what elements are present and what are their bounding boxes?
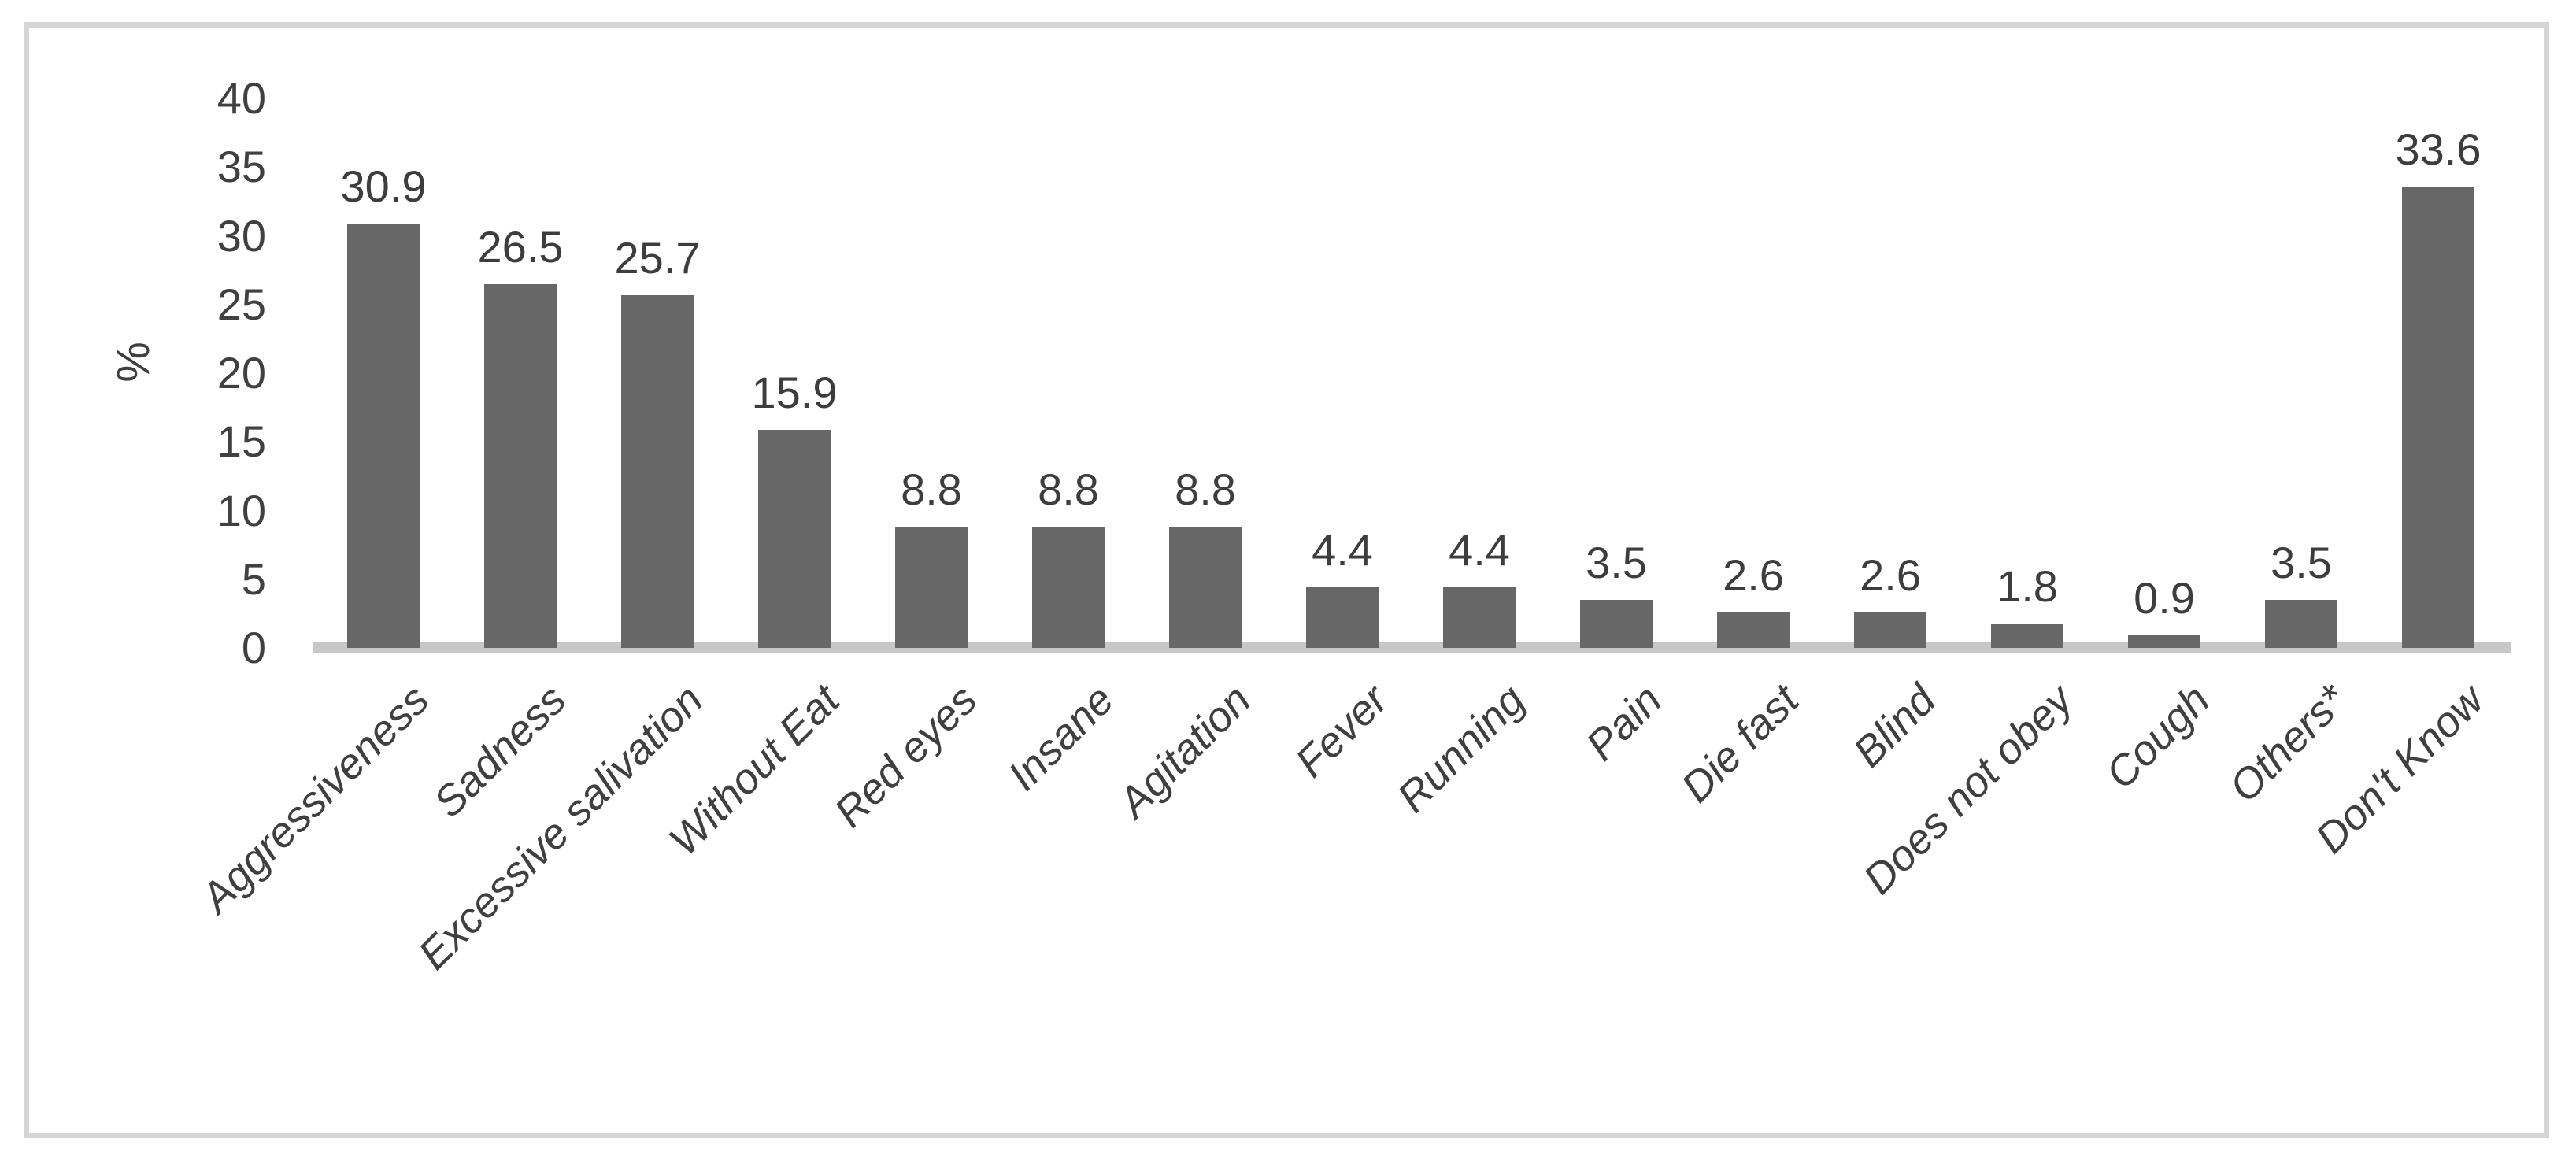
bar-value-label: 8.8 bbox=[901, 464, 962, 514]
bar-don-t-know bbox=[2402, 187, 2474, 648]
bar-aggressiveness bbox=[347, 224, 420, 648]
bar-value-label: 0.9 bbox=[2134, 573, 2195, 623]
bar-value-label: 2.6 bbox=[1860, 550, 1921, 600]
bar-value-label: 26.5 bbox=[477, 222, 564, 272]
bar-does-not-obey bbox=[1991, 624, 2063, 648]
bar-insane bbox=[1032, 527, 1105, 648]
y-tick-label: 10 bbox=[217, 485, 266, 535]
bar-value-label: 25.7 bbox=[614, 233, 701, 283]
bar-cough bbox=[2128, 635, 2200, 648]
bar-without-eat bbox=[758, 430, 831, 648]
bar-value-label: 2.6 bbox=[1723, 550, 1784, 600]
bar-value-label: 8.8 bbox=[1038, 464, 1099, 514]
bar-value-label: 1.8 bbox=[1997, 561, 2058, 611]
bar-blind bbox=[1854, 612, 1926, 648]
bar-value-label: 4.4 bbox=[1312, 525, 1373, 575]
y-tick-label: 30 bbox=[217, 210, 266, 261]
bar-excessive-salivation bbox=[621, 295, 694, 648]
bar-pain bbox=[1580, 600, 1653, 648]
y-tick-label: 40 bbox=[217, 73, 266, 123]
y-tick-label: 0 bbox=[241, 623, 266, 672]
bar-value-label: 30.9 bbox=[340, 161, 427, 211]
bar-value-label: 3.5 bbox=[1586, 538, 1647, 587]
y-tick-label: 20 bbox=[217, 348, 266, 398]
bar-value-label: 15.9 bbox=[751, 368, 838, 417]
bar-die-fast bbox=[1717, 612, 1790, 648]
bar-value-label: 4.4 bbox=[1449, 525, 1510, 575]
y-tick-label: 5 bbox=[241, 553, 266, 604]
y-tick-label: 25 bbox=[217, 279, 266, 329]
bar-running bbox=[1443, 587, 1516, 648]
y-tick-label: 35 bbox=[217, 142, 266, 192]
bar-fever bbox=[1306, 587, 1379, 648]
bar-sadness bbox=[484, 284, 557, 648]
y-tick-label: 15 bbox=[217, 416, 266, 467]
bar-value-label: 33.6 bbox=[2395, 124, 2482, 174]
bar-red-eyes bbox=[895, 527, 968, 648]
x-axis-baseline bbox=[313, 642, 2511, 653]
bar-value-label: 3.5 bbox=[2271, 538, 2332, 587]
bar-agitation bbox=[1169, 527, 1242, 648]
bar-others- bbox=[2265, 600, 2337, 648]
bar-value-label: 8.8 bbox=[1175, 464, 1236, 514]
chart-outer-border bbox=[24, 22, 2549, 1138]
